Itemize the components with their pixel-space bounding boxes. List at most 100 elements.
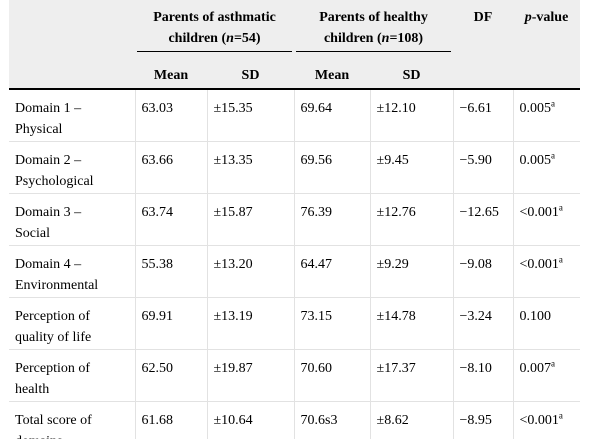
cell-sd-healthy: ±17.37 [370, 349, 454, 402]
p-value-footnote-mark: a [558, 202, 563, 213]
cell-sd-asthmatic: ±13.19 [207, 297, 295, 350]
p-value-footnote-mark: a [558, 410, 563, 421]
p-value-text: 0.100 [519, 309, 552, 324]
table-row: Domain 4 – Environmental 55.38 ±13.20 64.… [9, 245, 580, 298]
cell-p-value: 0.007a [513, 349, 580, 402]
cell-mean-asthmatic: 61.68 [135, 401, 208, 439]
header-group-asthmatic-n: n [226, 31, 234, 46]
cell-df: −5.90 [453, 141, 514, 194]
cell-mean-healthy: 73.15 [294, 297, 371, 350]
table-row: Domain 3 – Social 63.74 ±15.87 76.39 ±12.… [9, 193, 580, 246]
row-label-line2: Psychological [15, 174, 94, 189]
p-value-text: 0.005 [519, 153, 552, 168]
cell-mean-healthy: 69.56 [294, 141, 371, 194]
cell-p-value: <0.001a [513, 193, 580, 246]
cell-sd-healthy: ±14.78 [370, 297, 454, 350]
table-header: Parents of asthmatic children (n=54) Par… [9, 0, 580, 90]
header-group-asthmatic: Parents of asthmatic children (n=54) [135, 0, 295, 63]
cell-df: −6.61 [453, 89, 514, 142]
cell-df: −9.08 [453, 245, 514, 298]
cell-p-value: 0.100 [513, 297, 580, 350]
row-label-line1: Total score of [15, 413, 92, 428]
cell-sd-asthmatic: ±19.87 [207, 349, 295, 402]
p-value-text: 0.007 [519, 361, 552, 376]
row-label: Domain 1 – Physical [9, 89, 136, 142]
row-label-line1: Domain 3 – [15, 205, 82, 220]
cell-df: −3.24 [453, 297, 514, 350]
cell-p-value: 0.005a [513, 141, 580, 194]
p-value-footnote-mark: a [551, 358, 556, 369]
header-group-healthy-line2-post: =108) [389, 31, 424, 46]
header-mean-healthy: Mean [294, 63, 371, 90]
header-group-healthy-n: n [381, 31, 390, 46]
row-label: Total score of domains [9, 401, 136, 439]
cell-mean-healthy: 70.60 [294, 349, 371, 402]
cell-df: −12.65 [453, 193, 514, 246]
p-value-text: 0.005 [519, 101, 552, 116]
row-label-line1: Perception of [15, 309, 91, 324]
header-sd-healthy: SD [370, 63, 454, 90]
cell-sd-healthy: ±8.62 [370, 401, 454, 439]
header-group-healthy: Parents of healthy children (n=108) [294, 0, 454, 63]
cell-sd-healthy: ±12.76 [370, 193, 454, 246]
cell-sd-asthmatic: ±13.35 [207, 141, 295, 194]
header-group-asthmatic-line2-post: =54) [233, 31, 261, 46]
row-label-line2: Social [15, 226, 50, 241]
cell-mean-healthy: 70.6s3 [294, 401, 371, 439]
header-sd-asthmatic: SD [207, 63, 295, 90]
table-row: Perception of health 62.50 ±19.87 70.60 ±… [9, 349, 580, 402]
row-label-line1: Domain 1 – [15, 101, 82, 116]
data-table-container: Parents of asthmatic children (n=54) Par… [9, 0, 580, 439]
cell-p-value: <0.001a [513, 245, 580, 298]
table-row: Domain 2 – Psychological 63.66 ±13.35 69.… [9, 141, 580, 194]
cell-sd-asthmatic: ±10.64 [207, 401, 295, 439]
header-p-value: p-value [513, 0, 580, 90]
row-label: Domain 4 – Environmental [9, 245, 136, 298]
row-label-line1: Perception of [15, 361, 91, 376]
cell-mean-asthmatic: 62.50 [135, 349, 208, 402]
header-df-label: DF [473, 10, 493, 25]
comparison-table: Parents of asthmatic children (n=54) Par… [9, 0, 580, 439]
p-value-text: <0.001 [519, 257, 559, 272]
cell-mean-asthmatic: 63.66 [135, 141, 208, 194]
cell-sd-healthy: ±9.29 [370, 245, 454, 298]
header-group-asthmatic-line1: Parents of asthmatic [153, 10, 276, 25]
row-label-line1: Domain 4 – [15, 257, 82, 272]
cell-sd-asthmatic: ±13.20 [207, 245, 295, 298]
cell-sd-healthy: ±9.45 [370, 141, 454, 194]
cell-mean-asthmatic: 63.74 [135, 193, 208, 246]
row-label-line2: quality of life [15, 330, 92, 345]
row-label: Perception of health [9, 349, 136, 402]
row-label-line2: domains [15, 434, 62, 439]
cell-df: −8.95 [453, 401, 514, 439]
header-p-suffix: -value [531, 10, 569, 25]
p-value-text: <0.001 [519, 413, 559, 428]
cell-mean-healthy: 69.64 [294, 89, 371, 142]
cell-df: −8.10 [453, 349, 514, 402]
header-group-healthy-line2-pre: children ( [323, 31, 382, 46]
p-value-footnote-mark: a [551, 150, 556, 161]
header-group-healthy-line1: Parents of healthy [319, 10, 428, 25]
cell-mean-healthy: 76.39 [294, 193, 371, 246]
cell-p-value: <0.001a [513, 401, 580, 439]
table-row: Total score of domains 61.68 ±10.64 70.6s… [9, 401, 580, 439]
row-label-line1: Domain 2 – [15, 153, 82, 168]
row-label: Domain 2 – Psychological [9, 141, 136, 194]
cell-mean-asthmatic: 63.03 [135, 89, 208, 142]
header-df: DF [453, 0, 514, 90]
cell-sd-healthy: ±12.10 [370, 89, 454, 142]
p-value-text: <0.001 [519, 205, 559, 220]
header-mean-asthmatic: Mean [135, 63, 207, 90]
row-label: Perception of quality of life [9, 297, 136, 350]
cell-sd-asthmatic: ±15.35 [207, 89, 295, 142]
row-label: Domain 3 – Social [9, 193, 136, 246]
row-label-line2: health [15, 382, 50, 397]
header-p-italic: p [524, 10, 532, 25]
header-group-asthmatic-line2-pre: children ( [168, 31, 227, 46]
table-row: Perception of quality of life 69.91 ±13.1… [9, 297, 580, 350]
p-value-footnote-mark: a [558, 254, 563, 265]
p-value-footnote-mark: a [551, 98, 556, 109]
cell-sd-asthmatic: ±15.87 [207, 193, 295, 246]
table-body: Domain 1 – Physical 63.03 ±15.35 69.64 ±1… [9, 89, 580, 439]
cell-p-value: 0.005a [513, 89, 580, 142]
